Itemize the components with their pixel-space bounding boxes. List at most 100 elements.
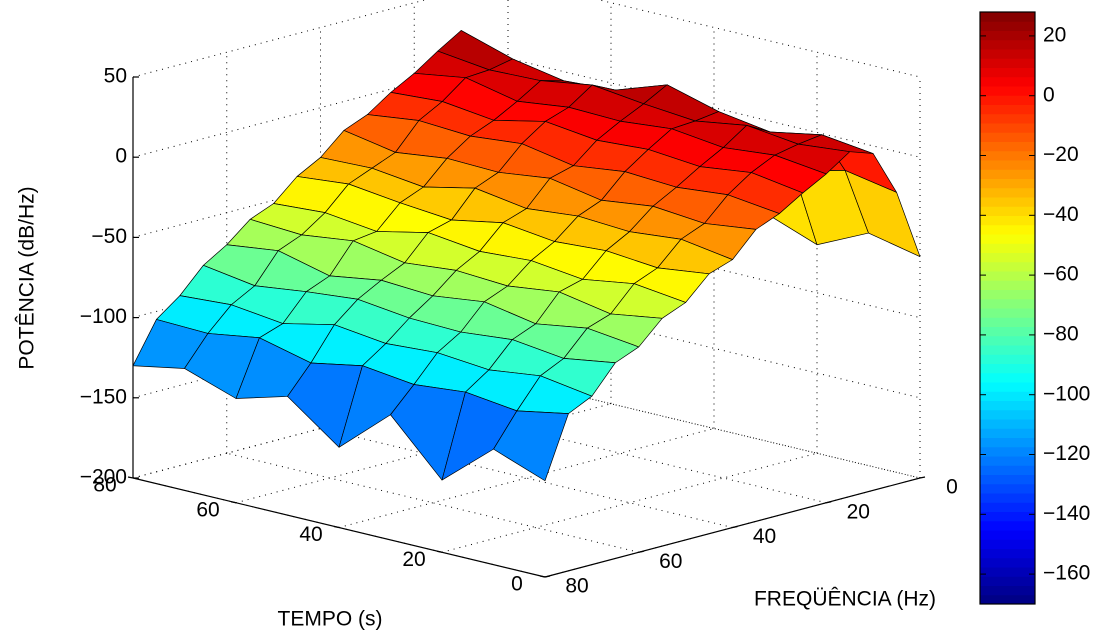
colorbar-swatch [980,21,1035,31]
colorbar-swatch [980,493,1035,503]
colorbar-swatch [980,58,1035,68]
colorbar-swatch [980,428,1035,438]
colorbar-swatch [980,502,1035,512]
colorbar-swatch [980,234,1035,244]
y-tick-label: 60 [196,498,219,521]
x-tick-label: 60 [659,550,682,573]
y-axis-title: TEMPO (s) [278,608,383,631]
colorbar-swatch [980,382,1035,392]
colorbar-swatch [980,197,1035,207]
colorbar-swatch [980,160,1035,170]
colorbar-swatch [980,243,1035,253]
colorbar-swatch [980,594,1035,605]
colorbar-tick-label: −80 [1043,322,1079,345]
colorbar-swatch [980,585,1035,596]
colorbar-swatch [980,409,1035,420]
y-tick [333,525,340,529]
colorbar-tick-label: −60 [1043,263,1079,286]
colorbar-tick-label: −140 [1043,502,1090,525]
colorbar-tick-label: −20 [1043,143,1079,166]
colorbar-swatch [980,206,1035,216]
colorbar-swatch [980,215,1035,226]
colorbar-swatch [980,289,1035,300]
y-tick-label: 20 [402,548,425,571]
colorbar-swatch [980,363,1035,374]
colorbar-swatch [980,520,1035,531]
colorbar-tick-label: −120 [1043,442,1090,465]
colorbar-swatch [980,150,1035,161]
z-tick-label: −50 [91,225,127,248]
y-tick [436,550,443,553]
y-tick-label: 0 [511,573,523,596]
y-tick-label: 80 [93,474,116,497]
z-tick-label: −100 [80,305,127,328]
colorbar-swatch [980,530,1035,540]
colorbar-tick-label: −40 [1043,203,1079,226]
colorbar-swatch [980,446,1035,457]
y-tick [539,575,546,578]
colorbar-swatch [980,419,1035,429]
colorbar-tick-label: −160 [1043,562,1090,585]
colorbar-swatch [980,178,1035,189]
x-tick [826,501,832,504]
y-tick [127,476,134,479]
colorbar-frame [979,11,1036,605]
x-tick [732,525,738,529]
colorbar-swatch [980,224,1035,235]
z-axis-title: POTÊNCIA (dB/Hz) [16,186,39,369]
x-tick-label: 80 [565,575,588,598]
colorbar-swatch [980,123,1035,133]
colorbar-swatch [980,539,1035,549]
colorbar-swatch [980,252,1035,263]
colorbar-swatch [980,391,1035,401]
surface-patch [493,410,569,482]
colorbar-swatch [980,104,1035,115]
colorbar-swatch [980,548,1035,559]
colorbar-swatch [980,49,1035,59]
colorbar-swatch [980,576,1035,586]
x-tick-label: 40 [753,525,776,548]
colorbar-swatch [980,557,1035,568]
colorbar-swatch [980,95,1035,105]
colorbar-swatch [980,86,1035,96]
colorbar-swatch [980,372,1035,383]
x-tick-label: 20 [847,500,870,523]
colorbar-swatch [980,261,1035,272]
colorbar-swatch [980,280,1035,290]
colorbar-swatch [980,483,1035,494]
x-tick [638,550,644,553]
colorbar-swatch [980,298,1035,309]
colorbar-swatch [980,67,1035,78]
colorbar-swatch [980,465,1035,475]
colorbar-swatch [980,567,1035,577]
x-tick-label: 0 [946,476,958,499]
colorbar-swatch [980,271,1035,281]
colorbar-swatch [980,12,1035,22]
colorbar-swatch [980,456,1035,466]
colorbar-swatch [980,326,1035,337]
y-tick-label: 40 [299,523,322,546]
colorbar-swatch [980,354,1035,364]
z-tick-label: −200 [80,466,127,489]
z-tick-label: 0 [115,145,127,168]
z-tick-label: −150 [80,385,127,408]
x-tick [919,476,926,479]
z-tick-label: 50 [104,65,127,88]
colorbar-swatch [980,345,1035,355]
colorbar-tick-label: −100 [1043,382,1090,405]
colorbar-swatch [980,169,1035,179]
colorbar-swatch [980,76,1035,87]
y-tick [230,501,237,504]
x-axis-title: FREQÜÊNCIA (Hz) [754,588,936,611]
colorbar-tick-label: 0 [1043,83,1055,106]
colorbar-swatch [980,511,1035,522]
colorbar-swatch [980,141,1035,152]
colorbar-swatch [980,30,1035,41]
colorbar-swatch [980,308,1035,318]
colorbar-swatch [980,113,1035,124]
x-tick [544,575,551,578]
colorbar-tick-label: 20 [1043,23,1066,46]
colorbar-swatch [980,317,1035,327]
colorbar-swatch [980,132,1035,142]
